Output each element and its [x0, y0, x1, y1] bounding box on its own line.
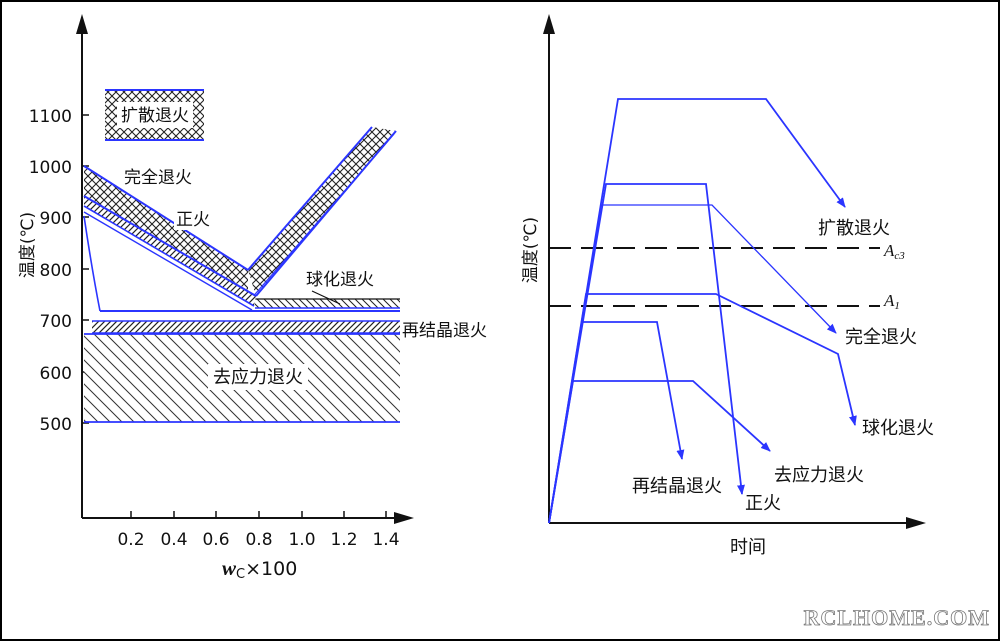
- right-diagram: 温度(℃) 时间 Ac3 A1 扩散退火 完全退火 球化退火 再结晶退火 正火 …: [521, 14, 934, 558]
- spheroidizing-label: 球化退火: [306, 270, 374, 290]
- y-tick-900: 900: [40, 209, 72, 229]
- x-tick-1.4: 1.4: [372, 530, 399, 550]
- y-tick-600: 600: [40, 364, 72, 384]
- stress-relief-curve: [548, 380, 771, 524]
- diffusion-annealing-curve-label: 扩散退火: [818, 218, 890, 239]
- left-y-axis-arrow: [76, 14, 88, 34]
- spheroidizing-leader-line: [311, 290, 341, 305]
- recrystallization-label: 再结晶退火: [402, 321, 487, 341]
- left-y-axis-label: 温度(℃): [18, 212, 38, 278]
- y-tick-1100: 1100: [29, 107, 72, 127]
- y-tick-800: 800: [40, 261, 72, 281]
- a1-label: A1: [883, 291, 900, 312]
- y-tick-500: 500: [40, 415, 72, 435]
- diffusion-annealing-curve: [548, 98, 846, 524]
- x-tick-0.8: 0.8: [245, 530, 272, 550]
- right-y-axis-arrow: [543, 14, 555, 34]
- recrystallization-region: [92, 321, 400, 333]
- left-boundary-curve: [83, 215, 101, 312]
- stress-relief-label: 去应力退火: [213, 367, 303, 388]
- right-y-axis-label: 温度(℃): [521, 217, 541, 283]
- x-tick-0.4: 0.4: [160, 530, 187, 550]
- right-x-axis-label: 时间: [730, 537, 766, 558]
- y-tick-1000: 1000: [29, 158, 72, 178]
- left-diagram: 1100 1000 900 800 700 600 500 0.2 0.4 0.…: [18, 14, 487, 582]
- full-annealing-region: [84, 166, 248, 290]
- left-x-axis-arrow: [394, 512, 414, 524]
- x-tick-1.2: 1.2: [330, 530, 357, 550]
- spheroidizing-curve-label: 球化退火: [862, 418, 934, 439]
- x-tick-1.0: 1.0: [288, 530, 315, 550]
- watermark: RCLHOME.COM: [804, 605, 990, 630]
- full-annealing-label: 完全退火: [124, 168, 192, 188]
- x-tick-0.2: 0.2: [117, 530, 144, 550]
- right-x-axis-arrow: [906, 517, 926, 529]
- left-x-axis-label: wC×100: [222, 556, 297, 582]
- normalizing-curve-label: 正火: [745, 493, 781, 514]
- normalizing-band-left: [84, 196, 256, 306]
- stress-relief-curve-label: 去应力退火: [774, 465, 864, 486]
- full-annealing-curve-label: 完全退火: [845, 327, 917, 348]
- normalizing-label: 正火: [176, 210, 210, 230]
- normalizing-region: [248, 127, 396, 296]
- normalizing-curve: [548, 183, 745, 524]
- diffusion-annealing-label: 扩散退火: [121, 106, 189, 126]
- x-tick-0.6: 0.6: [202, 530, 229, 550]
- ac3-label: Ac3: [883, 241, 905, 262]
- y-tick-700: 700: [40, 312, 72, 332]
- spheroidizing-region: [255, 299, 400, 308]
- recrystallization-curve-label: 再结晶退火: [632, 476, 722, 497]
- left-x-ticks: [130, 511, 387, 518]
